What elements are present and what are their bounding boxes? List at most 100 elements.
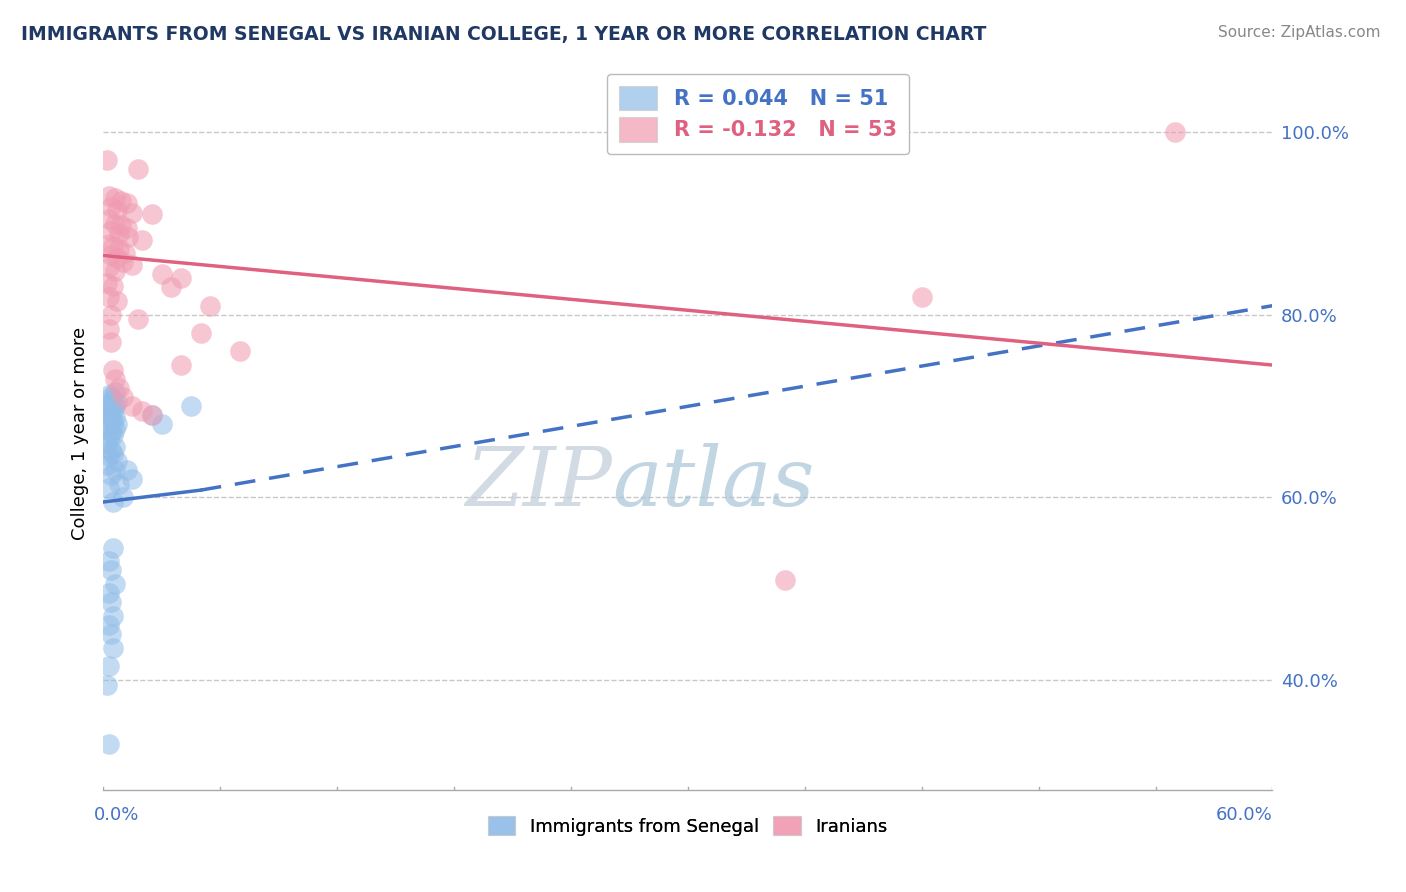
Point <box>150 417 173 432</box>
Point <box>105 417 128 432</box>
Point <box>101 416 124 430</box>
Point <box>105 251 128 265</box>
Point <box>104 385 127 400</box>
Point <box>141 409 163 423</box>
Point <box>115 463 138 477</box>
Point <box>98 431 121 445</box>
Point <box>98 450 121 464</box>
Point <box>121 472 143 486</box>
Point <box>190 326 212 340</box>
Point <box>101 609 124 624</box>
Point <box>101 495 124 509</box>
Point <box>101 362 124 376</box>
Point <box>104 217 127 231</box>
Point <box>104 399 127 413</box>
Point <box>121 205 143 219</box>
Point <box>200 299 222 313</box>
Point <box>96 153 118 167</box>
Point <box>170 358 193 372</box>
Text: 0.0%: 0.0% <box>93 806 139 824</box>
Text: atlas: atlas <box>612 443 814 524</box>
Point <box>101 641 124 656</box>
Point <box>111 390 134 404</box>
Point <box>141 409 163 423</box>
Point <box>98 554 121 568</box>
Point <box>107 227 129 242</box>
Point <box>228 344 250 359</box>
Point <box>114 245 136 260</box>
Point <box>101 447 124 461</box>
Point <box>104 463 127 477</box>
Point <box>100 224 122 238</box>
Point <box>127 161 149 176</box>
Point <box>100 425 122 439</box>
Point <box>170 271 193 285</box>
Point <box>131 233 153 247</box>
Point <box>150 267 173 281</box>
Point <box>96 407 118 421</box>
Point <box>141 207 163 221</box>
Point <box>96 458 118 473</box>
Point <box>775 573 797 587</box>
Point <box>104 440 127 454</box>
Point <box>107 242 129 256</box>
Point <box>105 394 128 409</box>
Point <box>101 428 124 442</box>
Point <box>100 390 122 404</box>
Point <box>127 312 149 326</box>
Point <box>98 409 121 423</box>
Point <box>98 289 121 303</box>
Point <box>115 221 138 235</box>
Point <box>105 294 128 309</box>
Point <box>105 454 128 468</box>
Point <box>96 678 118 692</box>
Point <box>107 476 129 491</box>
Point <box>105 202 128 217</box>
Point <box>98 419 121 434</box>
Point <box>101 278 124 293</box>
Point <box>98 586 121 600</box>
Point <box>101 392 124 406</box>
Point <box>107 381 129 395</box>
Point <box>111 255 134 269</box>
Point <box>96 435 118 450</box>
Point <box>100 308 122 322</box>
Point <box>104 372 127 386</box>
Point <box>121 258 143 272</box>
Point <box>101 239 124 253</box>
Point <box>100 413 122 427</box>
Point <box>98 659 121 673</box>
Legend: Immigrants from Senegal, Iranians: Immigrants from Senegal, Iranians <box>479 807 896 845</box>
Point <box>100 248 122 262</box>
Point <box>160 280 183 294</box>
Point <box>101 541 124 555</box>
Point <box>100 595 122 609</box>
Text: ZIP: ZIP <box>465 443 612 524</box>
Point <box>98 388 121 402</box>
Point <box>98 211 121 226</box>
Y-axis label: College, 1 year or more: College, 1 year or more <box>72 327 89 540</box>
Point <box>180 399 202 413</box>
Point <box>98 737 121 751</box>
Point <box>110 194 132 208</box>
Point <box>100 564 122 578</box>
Point <box>100 627 122 641</box>
Point <box>104 422 127 436</box>
Text: IMMIGRANTS FROM SENEGAL VS IRANIAN COLLEGE, 1 YEAR OR MORE CORRELATION CHART: IMMIGRANTS FROM SENEGAL VS IRANIAN COLLE… <box>21 25 987 44</box>
Point <box>104 577 127 591</box>
Point <box>104 191 127 205</box>
Point <box>98 189 121 203</box>
Point <box>98 397 121 411</box>
Point <box>117 230 139 244</box>
Text: 60.0%: 60.0% <box>1216 806 1272 824</box>
Point <box>100 200 122 214</box>
Point <box>104 264 127 278</box>
Point <box>111 491 134 505</box>
Point <box>911 289 934 303</box>
Point <box>98 260 121 275</box>
Point <box>98 618 121 632</box>
Point <box>121 399 143 413</box>
Point <box>110 219 132 233</box>
Point <box>101 403 124 417</box>
Point <box>104 410 127 425</box>
